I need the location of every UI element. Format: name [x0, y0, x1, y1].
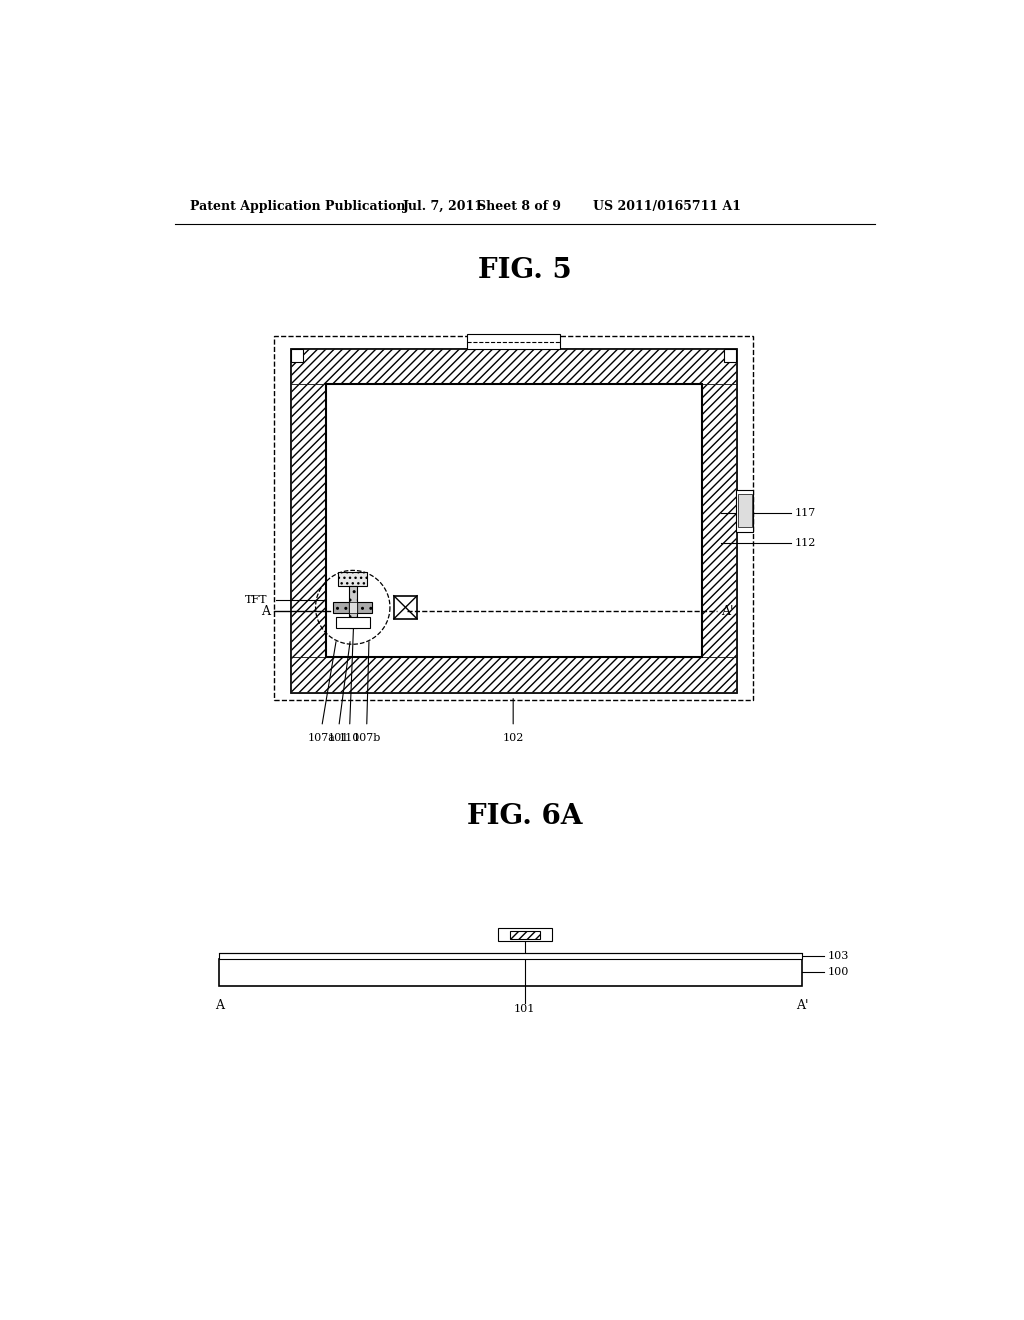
Text: 101: 101 [328, 733, 349, 743]
Bar [701, 384, 736, 657]
Bar [498, 928, 552, 941]
Bar [291, 350, 736, 692]
Text: A: A [215, 999, 224, 1012]
Text: 107b: 107b [352, 733, 381, 743]
Text: FIG. 6A: FIG. 6A [467, 804, 583, 830]
Text: 103: 103 [827, 952, 849, 961]
Text: US 2011/0165711 A1: US 2011/0165711 A1 [593, 199, 741, 213]
Bar [356, 602, 372, 612]
Text: A': A' [721, 605, 733, 618]
Bar [467, 334, 560, 350]
Bar [291, 350, 736, 384]
Bar [219, 960, 802, 986]
Text: TFT: TFT [245, 594, 267, 605]
Text: Sheet 8 of 9: Sheet 8 of 9 [477, 199, 561, 213]
Bar [510, 932, 540, 940]
Text: Jul. 7, 2011: Jul. 7, 2011 [403, 199, 484, 213]
Bar [736, 490, 754, 532]
Text: 117: 117 [795, 508, 816, 517]
Bar [349, 602, 356, 612]
Text: 102: 102 [503, 733, 524, 743]
Bar [338, 572, 368, 586]
Bar [334, 602, 349, 612]
Bar [738, 494, 752, 527]
Bar [724, 350, 736, 362]
Text: 101: 101 [514, 1005, 536, 1014]
Bar [291, 384, 326, 657]
Text: 107a: 107a [308, 733, 336, 743]
Bar [326, 384, 701, 657]
Bar [273, 335, 754, 700]
Bar [336, 618, 370, 628]
Bar [291, 350, 303, 362]
Text: 100: 100 [827, 968, 849, 977]
Bar [394, 595, 417, 619]
Bar [219, 953, 802, 960]
Bar [349, 586, 356, 628]
Text: Patent Application Publication: Patent Application Publication [190, 199, 406, 213]
Text: A: A [261, 605, 270, 618]
Bar [291, 657, 736, 692]
Text: A': A' [796, 999, 809, 1012]
Text: 110: 110 [339, 733, 360, 743]
Text: FIG. 5: FIG. 5 [478, 256, 571, 284]
Text: 112: 112 [795, 539, 816, 548]
